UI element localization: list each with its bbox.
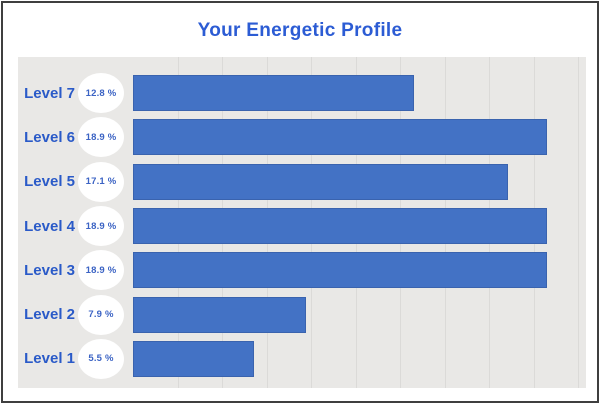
chart-row: Level 2 7.9 %: [18, 292, 586, 336]
category-label: Level 4: [24, 217, 75, 235]
value-badge: 17.1 %: [78, 161, 124, 202]
value-label: 18.9 %: [85, 220, 117, 232]
value-badge: 7.9 %: [78, 294, 124, 335]
chart-row: Level 6 18.9 %: [18, 115, 586, 159]
value-label: 7.9 %: [88, 309, 114, 321]
bar: [133, 296, 307, 333]
bar: [133, 119, 548, 156]
chart-row: Level 5 17.1 %: [18, 160, 586, 204]
bar-track: [133, 75, 578, 112]
rows: Level 7 12.8 % Level 6 18.9 % Level 5 17.1 % L…: [18, 71, 586, 381]
chart-row: Level 3 18.9 %: [18, 248, 586, 292]
bar-track: [133, 340, 578, 377]
category-label: Level 6: [24, 128, 75, 146]
bar-track: [133, 296, 578, 333]
chart-row: Level 4 18.9 %: [18, 204, 586, 248]
category-label: Level 7: [24, 84, 75, 102]
bar-track: [133, 252, 578, 289]
category-label: Level 1: [24, 350, 75, 368]
chart-title: Your Energetic Profile: [197, 20, 403, 41]
value-label: 18.9 %: [85, 264, 117, 276]
gridline: [578, 57, 579, 388]
bar-track: [133, 119, 578, 156]
bar-track: [133, 208, 578, 245]
category-label: Level 2: [24, 306, 75, 324]
bar: [133, 208, 548, 245]
chart-panel: Level 7 12.8 % Level 6 18.9 % Level 5 17.1 % L…: [18, 57, 586, 388]
bar: [133, 163, 508, 200]
value-label: 12.8 %: [85, 87, 117, 99]
bar: [133, 75, 414, 112]
value-label: 5.5 %: [88, 353, 114, 365]
bar: [133, 252, 548, 289]
value-badge: 18.9 %: [78, 117, 124, 158]
value-badge: 5.5 %: [78, 338, 124, 379]
value-badge: 12.8 %: [78, 73, 124, 114]
category-label: Level 3: [24, 261, 75, 279]
value-label: 17.1 %: [85, 176, 117, 188]
chart-row: Level 7 12.8 %: [18, 71, 586, 115]
value-label: 18.9 %: [85, 131, 117, 143]
value-badge: 18.9 %: [78, 206, 124, 247]
category-label: Level 5: [24, 173, 75, 191]
chart-row: Level 1 5.5 %: [18, 337, 586, 381]
bar-track: [133, 163, 578, 200]
value-badge: 18.9 %: [78, 250, 124, 291]
bar: [133, 340, 254, 377]
